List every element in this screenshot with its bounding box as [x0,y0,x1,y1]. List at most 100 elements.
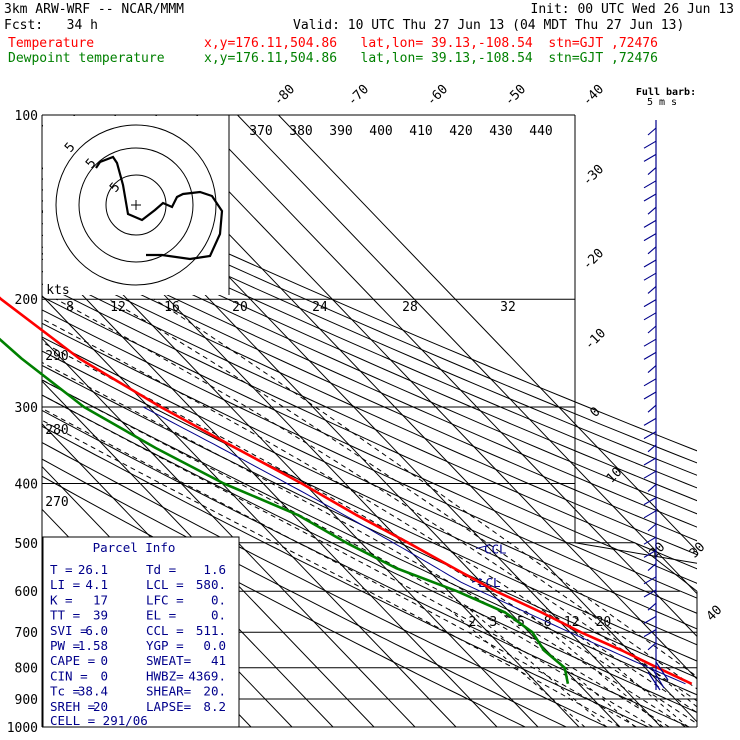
hodograph-speed-label-16: 16 [164,300,180,315]
parcel-info-value: 20. [203,684,226,699]
parcel-info-value: 0.0 [203,638,226,653]
parcel-info-key: CCL = [146,623,184,638]
dry-adiabat [42,167,697,452]
model-title: 3km ARW-WRF -- NCAR/MMM [4,2,185,17]
theta-label-400: 400 [369,124,392,139]
hodograph-speed-label-28: 28 [402,300,418,315]
wind-barb [643,457,657,466]
parcel-info-value: 1.58 [78,638,108,653]
dry-adiabat [42,178,697,464]
parcel-info-key: YGP = [146,638,184,653]
wind-barb [643,549,657,558]
dry-adiabat [42,200,697,489]
wind-barb [643,272,657,281]
wind-barb [647,602,657,611]
legend-dewpoint: Dewpoint temperature [8,51,165,66]
pressure-label-700: 700 [15,626,38,641]
wind-barb [643,259,657,268]
temp-label--20: -20 [580,246,607,273]
parcel-info-value: 0 [100,653,108,668]
wind-barb [643,589,657,598]
parcel-path: CCL LCL [142,406,686,685]
forecast-hour: Fcst: 34 h [4,18,98,33]
isotherm [42,252,498,727]
wind-barb [643,536,657,545]
wind-barb [647,285,657,294]
wind-barb [647,483,657,492]
mixing-ratio-line [577,607,697,708]
parcel-info-key: LAPSE= [146,699,191,714]
ccl-marker [475,545,489,550]
dry-adiabat [42,425,649,727]
parcel-info-key: Td = [146,562,176,577]
parcel-info-key: LI = [50,577,80,592]
wind-barb [643,153,657,162]
init-time: Init: 00 UTC Wed 26 Jun 13 [530,2,735,17]
wind-barbs: Full barb:5 m s [636,87,696,691]
hodograph-speed-label-12: 12 [110,300,126,315]
parcel-info-key: T = [50,562,73,577]
wind-barb [643,180,657,189]
parcel-info-key: CIN = [50,668,88,683]
mid-right-border [574,542,698,564]
legend-temperature: Temperature [8,36,95,51]
parcel-info-key: SHEAR= [146,684,191,699]
theta-label-440: 440 [529,124,552,139]
dry-adiabat [42,283,697,584]
dewpoint-location: x,y=176.11,504.86 lat,lon= 39.13,-108.54… [204,51,658,66]
temp-label-40: 40 [704,603,726,625]
hodograph-trace [95,155,224,261]
parcel-info-value: 4369. [188,668,226,683]
theta-label-430: 430 [489,124,512,139]
hodograph-speed-label-8: 8 [66,300,74,315]
parcel-info-key: K = [50,592,73,607]
wind-barb [643,576,657,585]
wind-barb [647,523,657,532]
parcel-info-key: PW = [50,638,80,653]
hodograph-speed-label-20: 20 [232,300,248,315]
dry-adiabat [42,394,697,714]
parcel-info-key: EL = [146,608,176,623]
isotherm [278,115,697,552]
wind-barb [647,444,657,453]
parcel-info-value: 511. [196,623,226,638]
temp-label--70: -70 [345,82,372,109]
hodograph-speed-label-24: 24 [312,300,328,315]
wind-barb [643,510,657,519]
dry-adiabat [42,246,697,542]
wind-barb [647,642,657,651]
temp-label--80: -80 [271,82,298,109]
side-theta-label-280: 280 [45,423,68,438]
dry-adiabat [42,234,697,528]
valid-time: Valid: 10 UTC Thu 27 Jun 13 (04 MDT Thu … [293,18,685,33]
parcel-info-value: 8.2 [203,699,226,714]
dewpoint-line [0,337,570,685]
dry-adiabat [42,409,690,727]
mixing-ratio-label-3: 3 [489,615,497,630]
temp-label--60: -60 [424,82,451,109]
parcel-info-value: 38.4 [78,684,108,699]
moist-adiabat [42,419,621,727]
wind-barb [647,325,657,334]
wind-barb [643,351,657,360]
parcel-info-value: 4.1 [85,577,108,592]
moist-adiabat [42,379,670,727]
dry-adiabat [42,309,697,614]
wind-barb [647,563,657,572]
pressure-label-500: 500 [15,537,38,552]
temp-label--40: -40 [580,82,607,109]
dry-adiabat [42,270,697,570]
dry-adiabat [42,296,697,599]
dry-adiabat [42,458,567,727]
parcel-info-cell: CELL = 291/06 [50,713,148,728]
isotherm [42,380,375,727]
parcel-info-box [42,536,240,728]
wind-barb-near-surface [647,661,669,691]
pressure-label-800: 800 [15,662,38,677]
wind-barb [643,470,657,479]
isotherm [155,115,697,680]
moist-adiabat [154,298,697,678]
wind-barb [643,140,657,149]
parcel-info-value: 17 [93,592,108,607]
hodograph-speed-label-32: 32 [500,300,516,315]
